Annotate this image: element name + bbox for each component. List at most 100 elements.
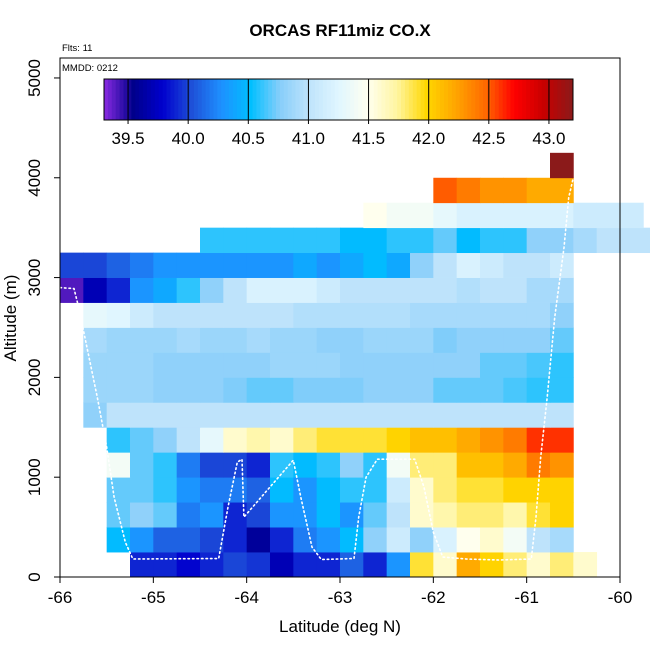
heatmap-cell (106, 352, 131, 378)
heatmap-cell (270, 552, 294, 578)
colorbar-swatch (346, 79, 351, 120)
heatmap-cell (503, 227, 528, 254)
heatmap-cell (550, 402, 574, 428)
heatmap-cell (643, 227, 650, 254)
heatmap-cell (480, 377, 504, 403)
colorbar-tick-label: 41.5 (352, 129, 385, 148)
heatmap-cell (83, 327, 108, 353)
y-tick-label: 1000 (25, 458, 44, 496)
heatmap-cell (526, 502, 551, 528)
colorbar-swatch (127, 79, 132, 120)
heatmap-cell (526, 277, 551, 303)
colorbar-swatch (447, 79, 453, 120)
colorbar-swatch (459, 79, 465, 120)
heatmap-cell (480, 552, 504, 578)
heatmap-cell (433, 527, 458, 553)
colorbar-swatch (412, 79, 418, 120)
heatmap-cell (480, 527, 504, 553)
colorbar-swatch (330, 79, 336, 120)
heatmap-cell (106, 402, 131, 428)
heatmap-cell (246, 427, 271, 453)
heatmap-cell (223, 252, 248, 278)
heatmap-cell (176, 452, 201, 478)
heatmap-cell (130, 527, 154, 553)
heatmap-cell (293, 302, 318, 328)
heatmap-cell (503, 277, 528, 303)
heatmap-cell (456, 452, 481, 478)
heatmap-cell (246, 527, 271, 553)
heatmap-cell (480, 302, 504, 328)
heatmap-cell (410, 527, 434, 553)
heatmap-cell (410, 477, 434, 503)
heatmap-cell (130, 427, 154, 453)
heatmap-cell (340, 452, 364, 478)
heatmap-cell (176, 552, 201, 578)
heatmap-cell (246, 377, 271, 403)
heatmap-cell (270, 277, 294, 303)
heatmap-cell (620, 227, 644, 254)
heatmap-cell (503, 352, 528, 378)
colorbar-swatch (303, 79, 308, 120)
heatmap-cell (410, 302, 434, 328)
heatmap-cell (316, 527, 341, 553)
colorbar-swatch (252, 79, 257, 120)
heatmap-cell (410, 202, 434, 229)
heatmap-cell (410, 552, 434, 578)
colorbar-swatch (158, 79, 164, 120)
heatmap-cell (456, 477, 481, 503)
heatmap-cell (386, 452, 411, 478)
heatmap-cell (130, 552, 154, 578)
heatmap-cell (106, 252, 131, 278)
heatmap-cell (176, 252, 201, 278)
heatmap-cell (410, 352, 434, 378)
heatmap-cell (526, 352, 551, 378)
colorbar-swatch (111, 79, 117, 120)
heatmap-cell (223, 377, 248, 403)
colorbar-swatch (322, 79, 328, 120)
heatmap-cell (200, 502, 224, 528)
heatmap-cell (340, 402, 364, 428)
heatmap-cell (550, 377, 574, 403)
heatmap-cell (363, 252, 388, 278)
heatmap-cell (316, 427, 341, 453)
heatmap-cell (223, 352, 248, 378)
heatmap-cell (153, 552, 178, 578)
heatmap-cell (456, 302, 481, 328)
y-axis-title: Altitude (m) (1, 275, 20, 362)
heatmap-cell (246, 402, 271, 428)
heatmap-cell (153, 402, 178, 428)
heatmap-cell (316, 352, 341, 378)
heatmap-cell (316, 552, 341, 578)
heatmap-cell (433, 202, 458, 229)
colorbar-swatch (385, 79, 390, 120)
heatmap-cell (433, 302, 458, 328)
heatmap-cell (246, 352, 271, 378)
colorbar-swatch (354, 79, 359, 120)
colorbar-swatch (506, 79, 511, 120)
colorbar-swatch (561, 79, 566, 120)
heatmap-cell (270, 477, 294, 503)
heatmap-cell (480, 252, 504, 278)
heatmap-cell (316, 477, 341, 503)
heatmap-cell (526, 527, 551, 553)
colorbar-swatch (408, 79, 414, 120)
heatmap-cell (503, 477, 528, 503)
heatmap-cell (386, 502, 411, 528)
colorbar-swatch (498, 79, 504, 120)
colorbar-swatch (569, 79, 574, 120)
heatmap-cell (433, 227, 458, 254)
x-tick-label: -60 (608, 588, 633, 607)
heatmap-cell (106, 377, 131, 403)
heatmap-cell (106, 277, 131, 303)
heatmap-cell (456, 227, 481, 254)
colorbar-swatch (143, 79, 148, 120)
colorbar-swatch (131, 79, 136, 120)
colorbar-swatch (483, 79, 488, 120)
heatmap-cell (386, 527, 411, 553)
heatmap-cell (293, 252, 318, 278)
heatmap-cell (340, 552, 364, 578)
colorbar-swatch (533, 79, 539, 120)
heatmap-cell (340, 227, 364, 254)
colorbar-swatch (182, 79, 187, 120)
heatmap-cell (60, 252, 84, 278)
